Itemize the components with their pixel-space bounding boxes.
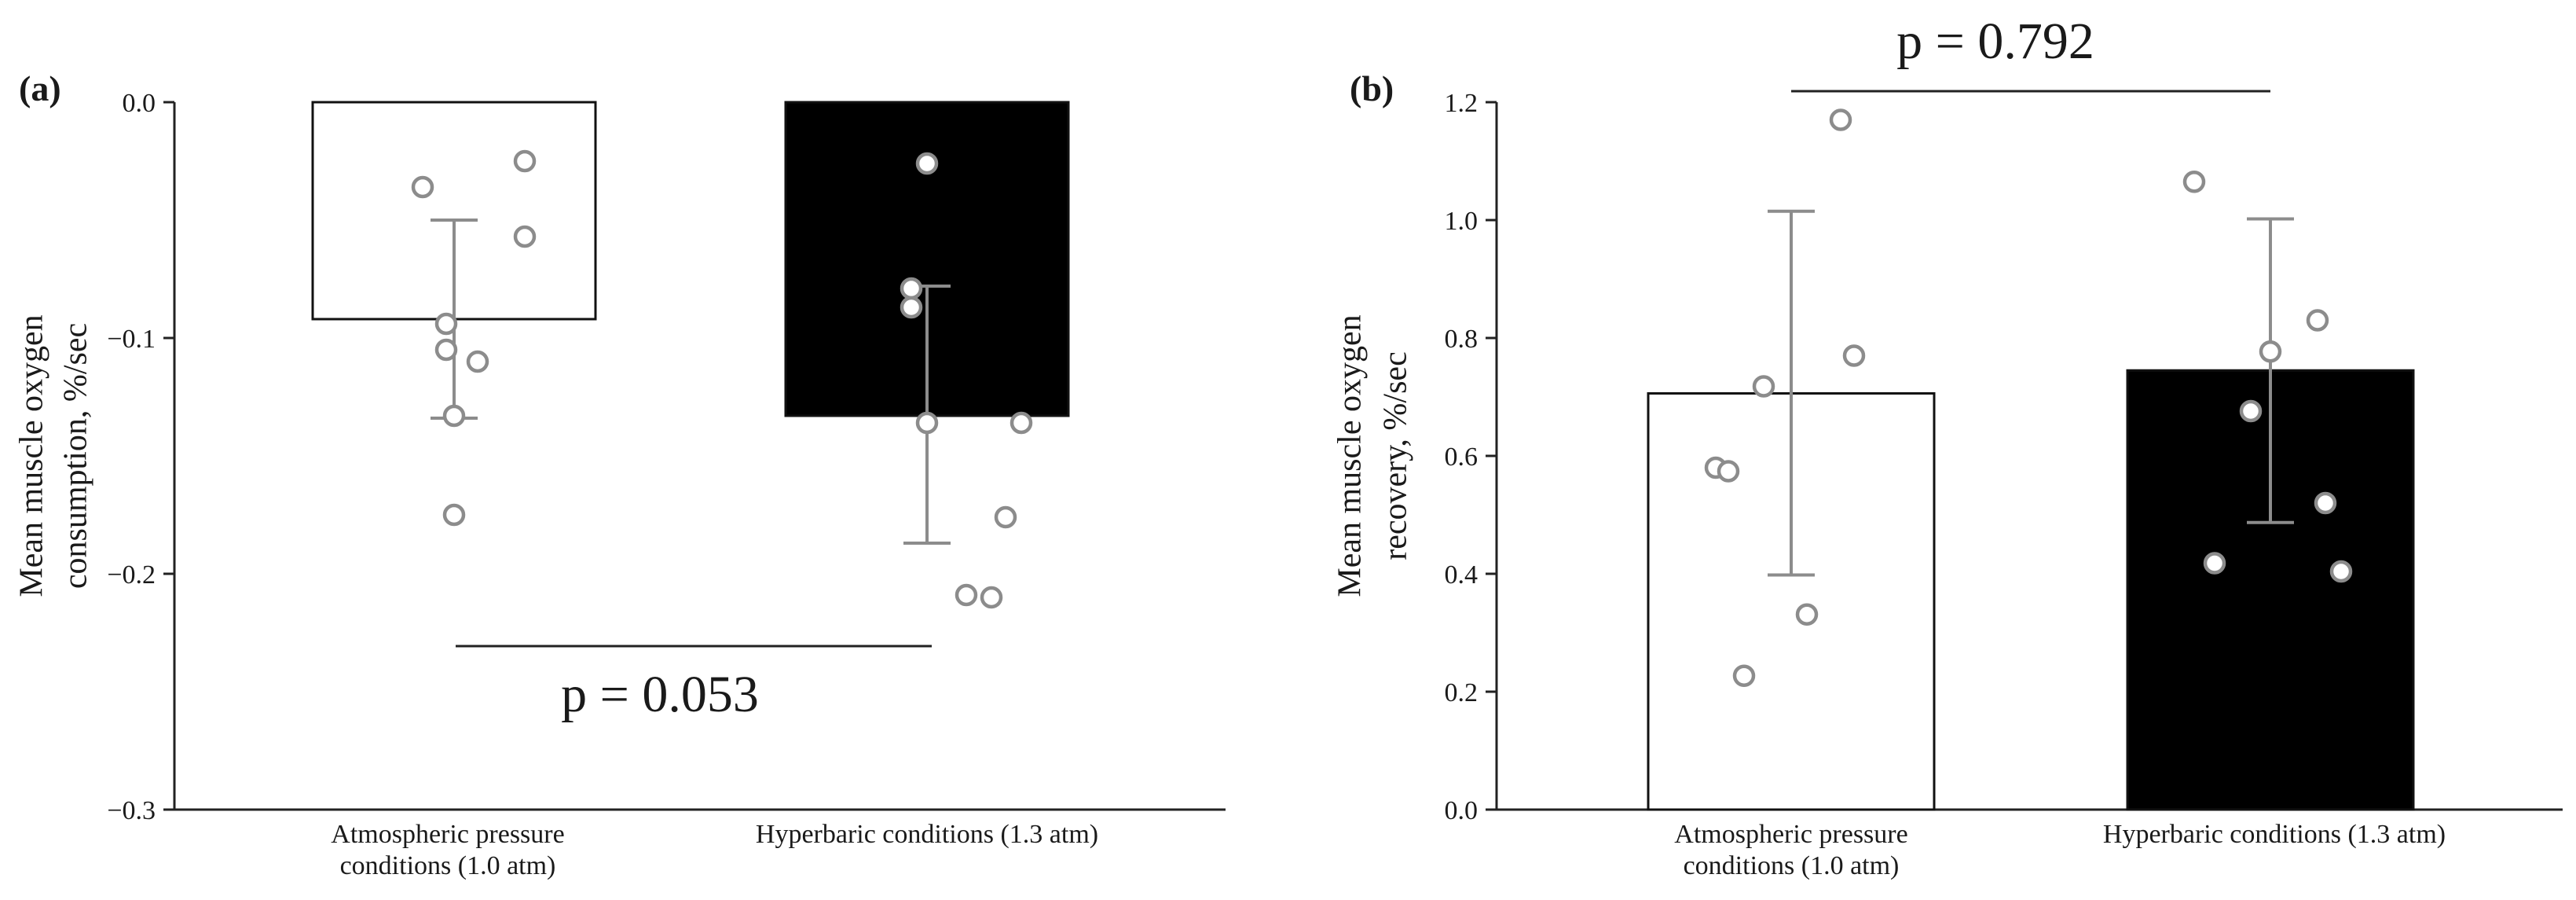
y-axis-title-line: recovery, %/sec: [1378, 351, 1414, 560]
panel-a-label: (a): [19, 68, 61, 108]
data-point: [2306, 309, 2329, 332]
data-point: [513, 149, 537, 173]
y-tick-label: 0.8: [1445, 325, 1479, 354]
panel-b-label: (b): [1350, 68, 1394, 108]
data-point: [442, 503, 466, 527]
data-point: [980, 586, 1003, 609]
x-category-label: Hyperbaric conditions (1.3 atm): [2103, 820, 2446, 849]
y-tick-label: 0.4: [1445, 560, 1479, 590]
y-axis-title-line: consumption, %/sec: [58, 323, 94, 589]
y-tick-label: 0.2: [1445, 678, 1479, 707]
data-point: [955, 583, 978, 607]
x-category-label: conditions (1.0 atm): [1684, 851, 1900, 880]
y-tick-label: −0.1: [107, 325, 156, 354]
y-tick-label: 1.2: [1445, 89, 1479, 118]
y-tick-label: 0.6: [1445, 443, 1479, 472]
y-tick-label: 0.0: [123, 89, 156, 118]
data-point: [2314, 491, 2337, 515]
panel-b-chart: (b) 0.0 0.2 0.4 0.6 0.8 1.0 1.2 Mean muscle oxy…: [1332, 13, 2563, 880]
data-point: [900, 296, 923, 319]
y-axis-title-line: Mean muscle oxygen: [14, 314, 50, 597]
data-point: [1752, 375, 1775, 398]
y-tick-label: −0.2: [107, 560, 156, 590]
data-point: [1010, 411, 1033, 435]
data-point: [434, 312, 458, 336]
y-axis-title-line: Mean muscle oxygen: [1332, 314, 1369, 597]
data-point: [411, 175, 434, 199]
y-tick-label: 0.0: [1445, 796, 1479, 825]
data-point: [1717, 460, 1740, 483]
x-category-label: conditions (1.0 atm): [340, 851, 556, 880]
data-point: [1795, 603, 1819, 626]
data-point: [2203, 552, 2226, 575]
y-tick-label: −0.3: [107, 796, 156, 825]
p-value-label: p = 0.792: [1896, 13, 2094, 70]
data-point: [1829, 108, 1852, 131]
data-point: [2329, 560, 2353, 583]
data-point: [915, 152, 939, 175]
x-category-label: Atmospheric pressure: [331, 820, 564, 849]
x-category-label: Hyperbaric conditions (1.3 atm): [756, 820, 1098, 849]
x-category-label: Atmospheric pressure: [1674, 820, 1907, 849]
data-point: [434, 338, 458, 362]
data-point: [2182, 171, 2206, 193]
data-point: [466, 350, 489, 373]
data-point: [994, 505, 1017, 529]
data-point: [2239, 399, 2263, 423]
data-point: [442, 404, 466, 428]
p-value-label: p = 0.053: [561, 666, 759, 723]
data-point: [1842, 344, 1866, 367]
data-point: [1732, 664, 1756, 687]
y-tick-label: 1.0: [1445, 207, 1479, 236]
data-point: [2259, 340, 2282, 363]
data-point: [915, 411, 939, 435]
data-point: [900, 277, 923, 300]
data-point: [513, 225, 537, 248]
